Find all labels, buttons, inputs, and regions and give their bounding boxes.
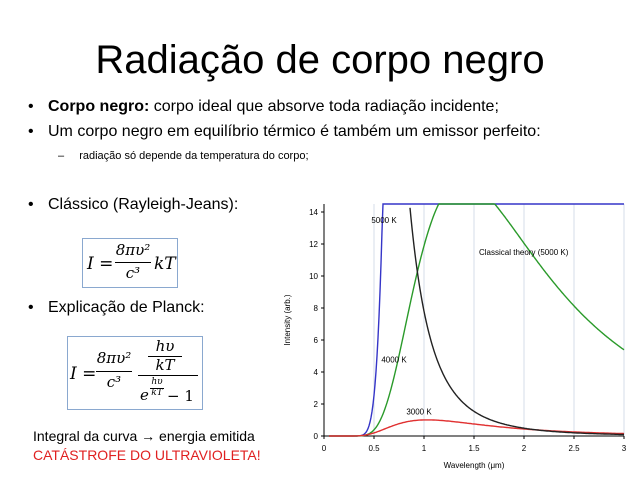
bullet-bold-term: Corpo negro: [48,98,150,115]
exp-numerator: hυ [151,377,163,387]
bullet-dot: • [28,196,34,213]
x-tick-label: 1.5 [468,444,480,453]
annotation-label: 4000 K [381,355,407,364]
formula-denominator: c³ [106,373,122,391]
sub-dash: – [58,150,65,162]
chart-axes: 0 0.5 1 1.5 2 2.5 3 0 2 4 6 8 10 12 14 Wavelength (μm) I… [283,204,627,470]
y-tick-label: 4 [314,368,319,377]
y-tick-label: 8 [314,304,319,313]
x-tick-label: 3 [622,444,627,453]
formula-lhs: I = [70,364,97,384]
bullet-text: Explicação de Planck: [48,299,205,316]
y-tick-label: 6 [314,336,319,345]
annotation-label: Classical theory (5000 K) [479,248,569,257]
formula-numerator: 8πυ² [96,349,132,367]
x-tick-label: 0.5 [368,444,380,453]
bullet-text: Clássico (Rayleigh-Jeans): [48,196,239,213]
inner-fraction-bar [148,356,182,357]
x-tick-label: 2 [522,444,527,453]
y-tick-label: 14 [309,208,318,217]
bullet-dot: • [28,123,34,140]
main-fraction-bar [138,375,198,376]
inner-denominator: kT [155,356,175,374]
series-line-0 [329,203,624,437]
series-line-2 [329,419,625,437]
exp-base: e [140,386,149,404]
ultraviolet-catastrophe: CATÁSTROFE DO ULTRAVIOLETA! [33,447,261,463]
annotation-label: 3000 K [406,407,432,416]
x-tick-label: 0 [322,444,327,453]
y-tick-label: 0 [314,432,319,441]
formula-denominator: c³ [125,264,141,282]
bullet-text: Um corpo negro em equilíbrio térmico é t… [48,123,541,140]
x-tick-label: 2.5 [568,444,580,453]
bullet-dot: • [28,98,34,115]
series-line-3 [409,207,625,436]
bullet-text: corpo ideal que absorve toda radiação in… [149,98,499,115]
chart-curves [329,203,625,437]
rayleigh-jeans-formula: I = 8πυ² c³ kT [82,238,178,288]
y-tick-label: 10 [309,272,318,281]
exp-denominator: kT [151,388,163,398]
x-tick-label: 1 [422,444,427,453]
y-tick-label: 2 [314,400,319,409]
exp-fraction-bar [150,388,164,389]
integral-note: Integral da curva → energia emitida [33,428,255,444]
planck-formula: I = 8πυ² c³ hυ kT e hυ kT − 1 [67,336,203,410]
bullet-dot: • [28,299,34,316]
formula-lhs: I = [87,254,114,274]
blackbody-chart: 0 0.5 1 1.5 2 2.5 3 0 2 4 6 8 10 12 14 Wavelength (μm) I… [283,203,627,470]
series-line-1 [329,203,625,437]
fraction-bar [115,262,151,263]
minus-one: − 1 [167,387,194,405]
x-axis-label: Wavelength (μm) [444,461,505,470]
y-tick-label: 12 [309,240,318,249]
annotation-label: 5000 K [371,216,397,225]
sub-bullet: – radiação só depende da temperatura do … [58,150,309,162]
inner-numerator: hυ [155,337,175,355]
y-axis-label: Intensity (arb.) [283,294,292,345]
slide-title: Radiação de corpo negro [95,38,545,82]
formula-kt: kT [154,254,176,274]
fraction-bar [96,371,132,372]
chart-labels: 5000 K 4000 K 3000 K Classical theory (5000… [371,216,568,416]
formula-numerator: 8πυ² [115,241,151,259]
sub-bullet-text: radiação só depende da temperatura do co… [79,150,309,162]
